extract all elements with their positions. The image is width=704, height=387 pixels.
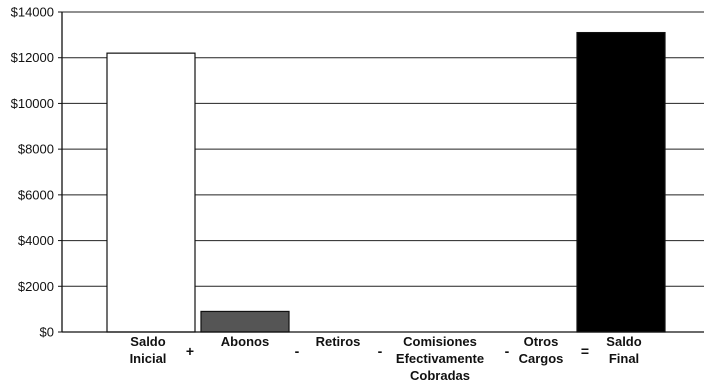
y-tick-label: $12000 <box>11 50 54 65</box>
y-tick-label: $2000 <box>18 279 54 294</box>
x-category-label: Saldo <box>606 334 641 349</box>
x-category-label: Retiros <box>316 334 361 349</box>
bar <box>200 310 290 333</box>
y-tick-label: $4000 <box>18 233 54 248</box>
x-category-label: Abonos <box>221 334 269 349</box>
operator-label: = <box>581 343 589 359</box>
y-axis-tick-labels: $0 $2000 $4000 $6000 $8000 $10000 $12000 $14000 <box>11 5 54 340</box>
x-category-label: Inicial <box>130 351 167 366</box>
bars <box>106 31 666 333</box>
operator-label: + <box>186 343 194 359</box>
y-tick-label: $6000 <box>18 187 54 202</box>
x-category-label: Efectivamente <box>396 351 484 366</box>
operator-label: - <box>505 343 510 359</box>
operator-labels: + - - - = <box>186 343 589 359</box>
y-tick-label: $10000 <box>11 96 54 111</box>
bar <box>576 31 666 333</box>
x-category-label: Comisiones <box>403 334 477 349</box>
bar <box>106 52 196 333</box>
x-category-label: Cargos <box>519 351 564 366</box>
operator-label: - <box>295 343 300 359</box>
x-axis-category-labels: Saldo Inicial Abonos Retiros Comisiones Efect… <box>130 334 642 383</box>
x-category-label: Saldo <box>130 334 165 349</box>
y-tick-label: $8000 <box>18 142 54 157</box>
x-category-label: Cobradas <box>410 368 470 383</box>
y-tick-label: $14000 <box>11 5 54 20</box>
x-category-label: Final <box>609 351 639 366</box>
operator-label: - <box>378 343 383 359</box>
y-tick-label: $0 <box>40 325 54 340</box>
x-category-label: Otros <box>524 334 559 349</box>
